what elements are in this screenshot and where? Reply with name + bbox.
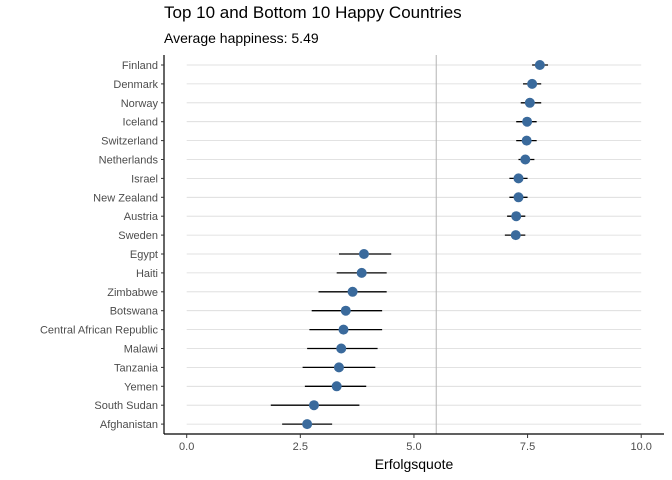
y-tick-label: South Sudan bbox=[94, 400, 158, 412]
y-tick-label: Norway bbox=[121, 98, 159, 110]
data-point bbox=[338, 324, 349, 335]
data-points bbox=[302, 60, 545, 430]
y-tick-label: Netherlands bbox=[99, 155, 159, 167]
data-point bbox=[510, 230, 521, 241]
x-axis-ticks: 0.0 2.5 5.0 7.5 10.0 bbox=[179, 434, 652, 453]
data-point bbox=[347, 286, 358, 297]
data-point bbox=[522, 116, 533, 127]
y-tick-label: Tanzania bbox=[114, 362, 159, 374]
x-axis-title: Erfolgsquote bbox=[375, 456, 454, 472]
data-point bbox=[521, 135, 532, 146]
data-point bbox=[340, 305, 351, 316]
data-point bbox=[331, 381, 342, 392]
y-tick-label: Yemen bbox=[124, 381, 158, 393]
data-point bbox=[513, 173, 524, 184]
x-tick-label: 7.5 bbox=[520, 441, 535, 453]
x-tick-label: 0.0 bbox=[179, 441, 194, 453]
y-tick-label: Botswana bbox=[110, 306, 159, 318]
error-bars bbox=[270, 64, 549, 425]
data-point bbox=[527, 78, 538, 89]
x-tick-label: 2.5 bbox=[293, 441, 308, 453]
y-tick-label: New Zealand bbox=[93, 192, 158, 204]
data-point bbox=[520, 154, 531, 165]
grid-lines bbox=[186, 64, 642, 425]
data-point bbox=[524, 97, 535, 108]
data-point bbox=[333, 362, 344, 373]
y-axis-ticks: Finland Denmark Norway Iceland Switzerland Ne… bbox=[40, 60, 164, 431]
y-tick-label: Haiti bbox=[136, 268, 158, 280]
y-tick-label: Austria bbox=[124, 211, 159, 223]
x-tick-label: 5.0 bbox=[406, 441, 421, 453]
y-tick-label: Iceland bbox=[123, 117, 158, 129]
y-tick-label: Denmark bbox=[113, 79, 158, 91]
data-point bbox=[302, 419, 313, 430]
y-tick-label: Finland bbox=[122, 60, 158, 72]
data-point bbox=[358, 249, 369, 259]
data-point bbox=[336, 343, 347, 354]
y-tick-label: Switzerland bbox=[101, 136, 158, 148]
data-point bbox=[356, 267, 367, 278]
data-point bbox=[308, 400, 319, 411]
data-point bbox=[534, 60, 545, 70]
y-tick-label: Egypt bbox=[130, 249, 158, 261]
y-tick-label: Malawi bbox=[124, 344, 158, 356]
data-point bbox=[513, 192, 524, 203]
chart-title: Top 10 and Bottom 10 Happy Countries bbox=[164, 3, 462, 22]
chart-subtitle: Average happiness: 5.49 bbox=[164, 30, 319, 46]
data-point bbox=[511, 211, 522, 222]
y-tick-label: Sweden bbox=[118, 230, 158, 242]
x-tick-label: 10.0 bbox=[630, 441, 651, 453]
y-tick-label: Zimbabwe bbox=[107, 287, 158, 299]
y-tick-label: Central African Republic bbox=[40, 325, 159, 337]
y-tick-label: Afghanistan bbox=[100, 419, 158, 431]
y-tick-label: Israel bbox=[131, 173, 158, 185]
